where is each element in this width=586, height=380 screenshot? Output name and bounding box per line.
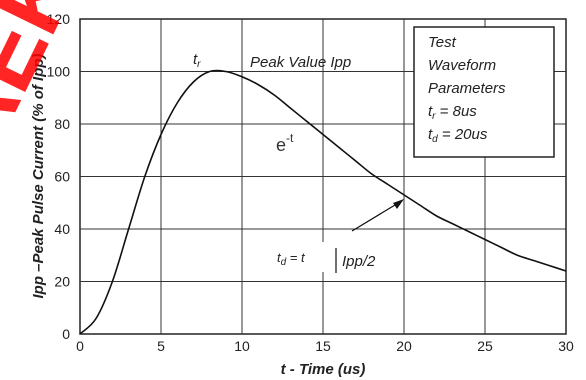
legend-line-2: Waveform (428, 57, 496, 74)
x-tick-label-3: 15 (315, 338, 331, 354)
legend-tr-value: = 8us (436, 103, 478, 120)
x-tick-label-0: 0 (76, 338, 84, 354)
y-tick-label-5: 100 (47, 64, 71, 80)
td-sub: d (281, 257, 287, 268)
td-tail: Ipp/2 (342, 253, 376, 270)
x-tick-label-5: 25 (477, 338, 493, 354)
series-line (79, 69, 567, 335)
legend-box (413, 26, 555, 158)
rise-time-label: tr (193, 51, 201, 70)
decay-label: e-t (276, 131, 294, 155)
td-label: td = t (277, 250, 306, 268)
legend-tr: tr = 8us (428, 103, 477, 122)
legend-tr-base: t (428, 103, 433, 120)
legend-td: td = 20us (428, 126, 488, 145)
decay-exp: -t (286, 131, 294, 145)
y-tick-label-0: 0 (62, 326, 70, 342)
legend-td-base: t (428, 126, 433, 143)
legend-td-sub: d (432, 134, 438, 145)
td-label-bg (272, 242, 402, 272)
y-tick-label-3: 60 (54, 169, 70, 185)
y-tick-label-6: 120 (47, 11, 71, 27)
x-tick-label-4: 20 (396, 338, 412, 354)
y-tick-label-2: 40 (54, 221, 70, 237)
x-tick-label-1: 5 (157, 338, 165, 354)
legend-line-1: Test (428, 34, 457, 51)
legend-tr-sub: r (432, 111, 436, 122)
rise-time-base: t (193, 51, 198, 68)
decay-base: e (276, 135, 286, 155)
y-tick-label-4: 80 (54, 116, 70, 132)
x-tick-labels: 0 5 10 15 20 25 30 (76, 338, 574, 354)
td-arrow-line (351, 201, 401, 232)
x-tick-label-2: 10 (234, 338, 250, 354)
y-tick-labels: 0 20 40 60 80 100 120 (47, 11, 71, 342)
td-eq: = t (286, 250, 306, 265)
x-tick-label-6: 30 (558, 338, 574, 354)
y-axis-title: Ipp –Peak Pulse Current (% of Ipp) (30, 53, 47, 298)
grid (80, 19, 566, 334)
y-tick-label-1: 20 (54, 274, 70, 290)
td-base: t (277, 250, 282, 265)
x-axis-title: t - Time (us) (281, 361, 366, 378)
rise-time-sub: r (197, 59, 201, 70)
legend-td-value: = 20us (438, 126, 488, 143)
td-arrow-head (393, 199, 404, 209)
legend-line-3: Parameters (428, 80, 506, 97)
peak-value-label: Peak Value Ipp (250, 54, 351, 71)
